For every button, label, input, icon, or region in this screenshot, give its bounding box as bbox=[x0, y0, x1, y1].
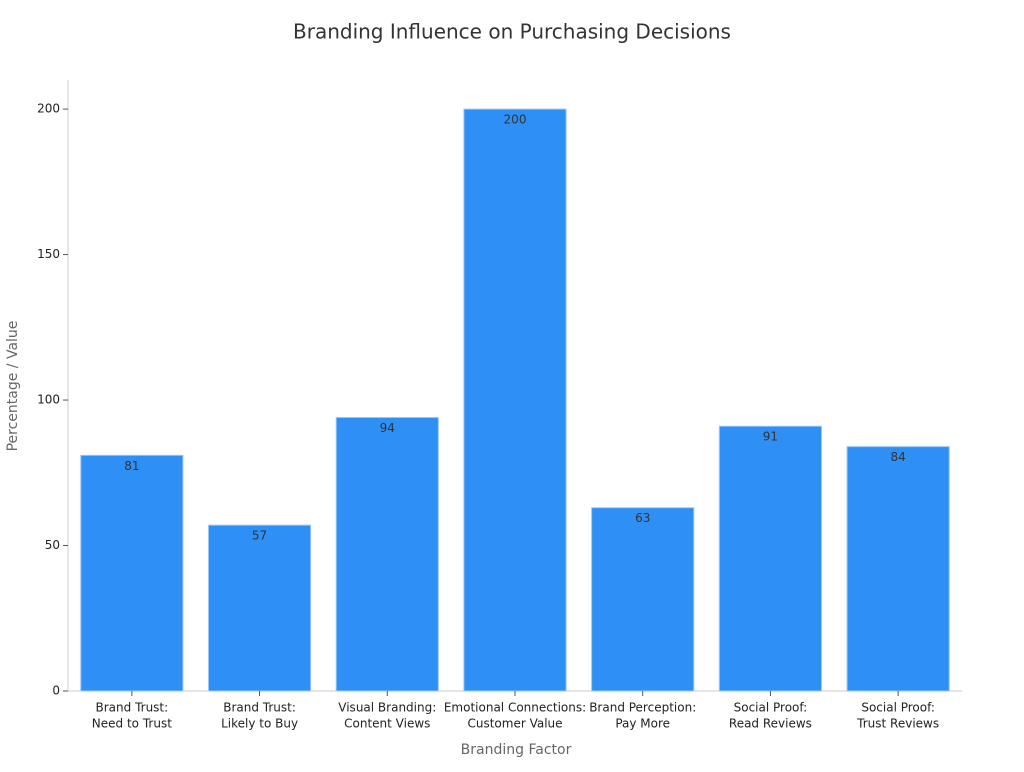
x-tick-label: Brand Trust: bbox=[223, 701, 296, 715]
bar bbox=[718, 425, 823, 692]
y-tick-label: 50 bbox=[45, 538, 60, 552]
x-tick-label: Brand Perception: bbox=[589, 701, 696, 715]
x-tick-label: Trust Reviews bbox=[856, 717, 939, 731]
value-label: 94 bbox=[380, 421, 395, 435]
x-tick-label: Read Reviews bbox=[729, 717, 812, 731]
y-tick-label: 0 bbox=[52, 684, 60, 698]
y-tick-label: 150 bbox=[37, 247, 60, 261]
y-tick-label: 200 bbox=[37, 102, 60, 116]
x-tick-label: Social Proof: bbox=[861, 701, 935, 715]
x-tick-label: Emotional Connections: bbox=[444, 701, 586, 715]
y-axis-label: Percentage / Value bbox=[5, 321, 21, 452]
x-axis-label: Branding Factor bbox=[461, 742, 572, 758]
value-label: 81 bbox=[124, 459, 139, 473]
x-tick-label: Brand Trust: bbox=[96, 701, 169, 715]
y-tick-label: 100 bbox=[37, 393, 60, 407]
x-tick-label: Need to Trust bbox=[92, 717, 172, 731]
bar bbox=[207, 524, 312, 692]
x-tick-label: Likely to Buy bbox=[221, 717, 298, 731]
x-tick-label: Social Proof: bbox=[734, 701, 808, 715]
x-tick-label: Customer Value bbox=[467, 717, 562, 731]
bar bbox=[335, 417, 439, 692]
value-label: 91 bbox=[763, 430, 778, 444]
chart-title: Branding Influence on Purchasing Decisio… bbox=[293, 20, 731, 44]
bar bbox=[846, 446, 950, 692]
x-tick-label: Content Views bbox=[344, 717, 430, 731]
value-label: 200 bbox=[504, 113, 527, 127]
bar bbox=[591, 507, 695, 692]
value-label: 84 bbox=[891, 450, 906, 464]
value-label: 57 bbox=[252, 529, 267, 543]
bar bbox=[463, 108, 567, 692]
x-tick-label: Visual Branding: bbox=[338, 701, 436, 715]
bar bbox=[80, 454, 184, 692]
value-label: 63 bbox=[635, 511, 650, 525]
x-tick-label: Pay More bbox=[615, 717, 670, 731]
